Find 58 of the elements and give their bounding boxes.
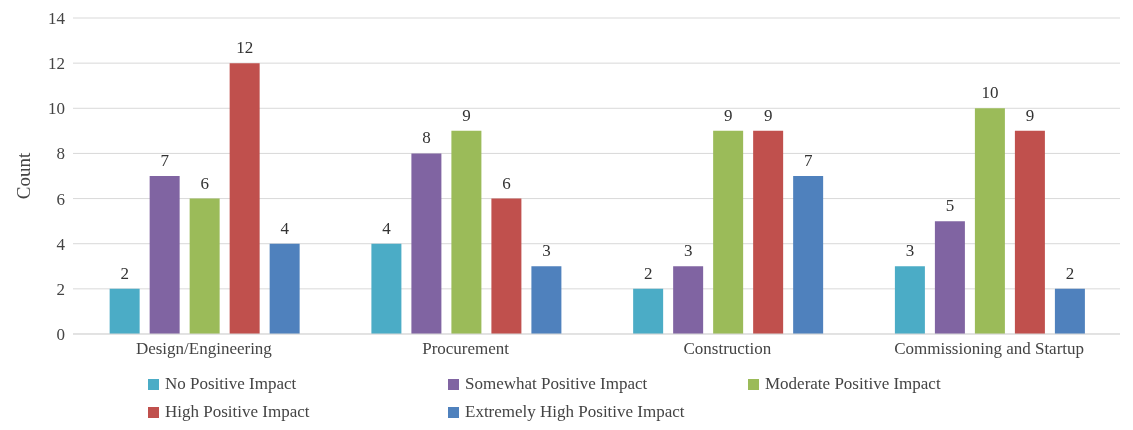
data-label: 9 [462,105,471,125]
bar [451,130,482,334]
x-tick-label: Commissioning and Startup [894,339,1085,359]
bar [753,130,784,334]
bar [713,130,744,334]
y-tick-label: 4 [56,234,66,254]
legend-label: Extremely High Positive Impact [465,402,685,422]
bar [411,153,442,334]
bar [269,243,300,334]
data-label: 2 [120,263,129,283]
bar [934,221,965,334]
bar [793,176,824,334]
data-label: 6 [502,173,511,193]
legend-label: Moderate Positive Impact [765,374,941,394]
data-label: 12 [236,38,254,58]
y-tick-label: 8 [56,144,65,164]
data-label: 8 [422,128,431,148]
data-label: 2 [643,263,653,283]
bar [673,266,704,334]
data-label: 7 [160,151,170,170]
data-label: 5 [945,196,955,216]
bar [1014,130,1045,334]
data-label: 7 [803,151,813,170]
bar [189,198,220,334]
bar [149,176,180,334]
y-tick-label: 12 [48,54,65,74]
x-tick-label: Procurement [422,339,510,359]
y-tick-label: 0 [56,325,65,345]
bar [1054,288,1085,334]
data-label: 3 [683,241,693,261]
data-label: 4 [280,218,290,238]
data-label: 3 [905,241,915,261]
data-label: 2 [1065,263,1075,283]
legend-label: High Positive Impact [165,402,310,422]
bar [974,108,1005,334]
bar [109,288,140,334]
data-label: 9 [763,105,773,125]
bar [531,266,562,334]
y-axis-title: Count [12,152,34,200]
data-label: 6 [200,173,209,193]
x-tick-label: Construction [683,339,772,359]
bar [894,266,925,334]
bar [491,198,522,334]
y-tick-label: 2 [56,279,65,299]
bar [633,288,664,334]
y-tick-label: 10 [48,99,65,119]
y-tick-label: 14 [48,9,66,29]
y-tick-label: 6 [56,189,65,209]
data-label: 3 [542,241,551,261]
data-label: 9 [1025,105,1035,125]
legend-label: Somewhat Positive Impact [465,374,648,394]
bar [371,243,402,334]
x-tick-label: Design/Engineering [135,339,273,359]
data-label: 4 [382,218,392,238]
data-label: 9 [723,105,733,125]
data-label: 10 [981,83,999,103]
legend-label: No Positive Impact [165,374,297,394]
bar [229,63,260,334]
